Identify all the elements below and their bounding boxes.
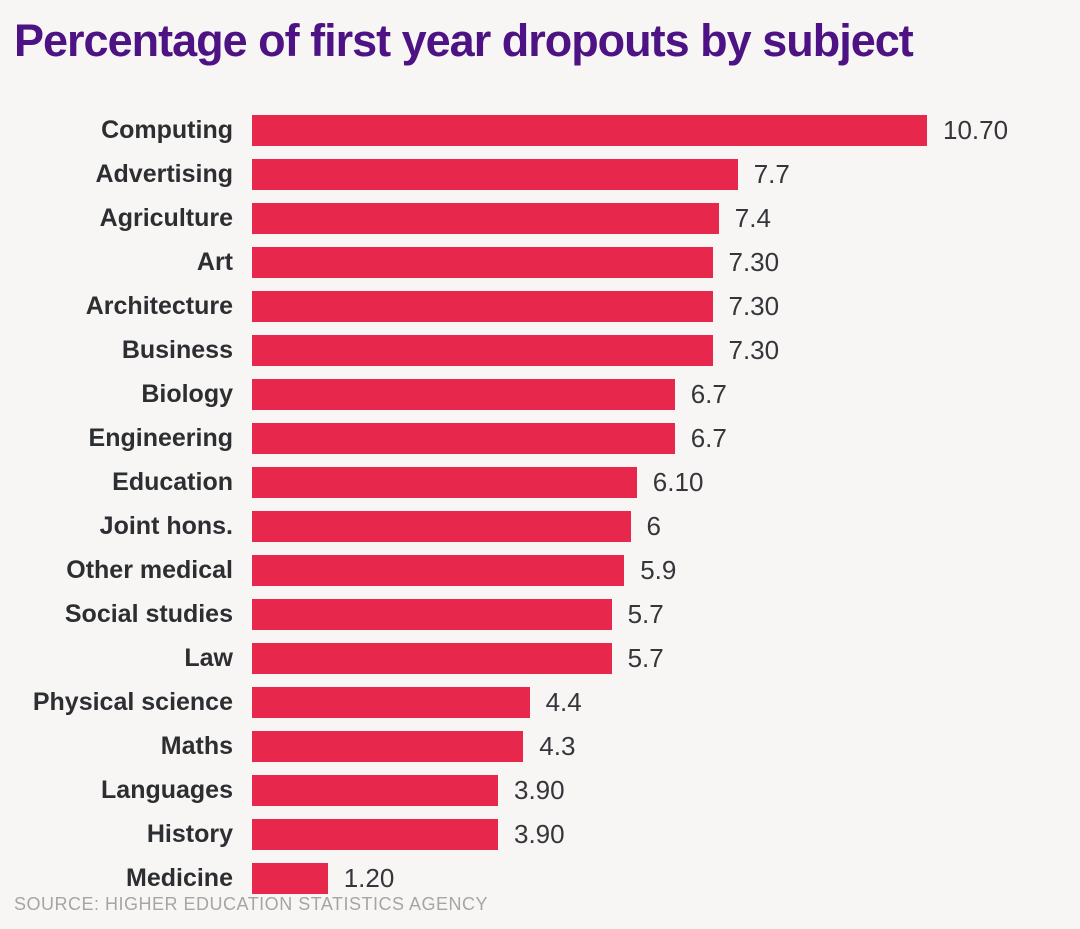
chart-row: Law 5.7 bbox=[0, 636, 1080, 680]
bar bbox=[252, 114, 927, 146]
value-label: 4.4 bbox=[545, 686, 582, 717]
bar bbox=[252, 378, 675, 410]
value-label: 7.30 bbox=[728, 246, 780, 277]
chart-row: Joint hons. 6 bbox=[0, 504, 1080, 548]
bar bbox=[252, 466, 637, 498]
value-label: 4.3 bbox=[539, 730, 576, 761]
chart-row: History 3.90 bbox=[0, 812, 1080, 856]
bar bbox=[252, 158, 738, 190]
bar bbox=[252, 686, 530, 718]
bar bbox=[252, 598, 612, 630]
chart-row: Other medical 5.9 bbox=[0, 548, 1080, 592]
category-label: Education bbox=[112, 467, 233, 496]
category-label: Joint hons. bbox=[99, 511, 233, 540]
chart-row: Engineering 6.7 bbox=[0, 416, 1080, 460]
value-label: 7.7 bbox=[753, 158, 790, 189]
chart-row: Advertising 7.7 bbox=[0, 152, 1080, 196]
category-label: Engineering bbox=[88, 423, 233, 452]
bar bbox=[252, 774, 498, 806]
category-label: Other medical bbox=[66, 555, 233, 584]
chart-row: Architecture 7.30 bbox=[0, 284, 1080, 328]
value-label: 6.7 bbox=[690, 422, 727, 453]
category-label: Languages bbox=[101, 775, 233, 804]
source-note: SOURCE: HIGHER EDUCATION STATISTICS AGEN… bbox=[14, 894, 489, 914]
chart-row: Social studies 5.7 bbox=[0, 592, 1080, 636]
value-label: 1.20 bbox=[343, 862, 395, 893]
value-label: 7.4 bbox=[734, 202, 771, 233]
bar bbox=[252, 246, 713, 278]
value-label: 5.9 bbox=[640, 554, 677, 585]
bar bbox=[252, 818, 498, 850]
chart-row: Computing 10.70 bbox=[0, 108, 1080, 152]
chart-rows: Computing 10.70 Advertising 7.7 Agriculture 7… bbox=[0, 108, 1080, 900]
category-label: Social studies bbox=[64, 599, 233, 628]
category-label: Maths bbox=[160, 731, 233, 760]
chart-row: Art 7.30 bbox=[0, 240, 1080, 284]
bar-chart: Computing 10.70 Advertising 7.7 Agriculture 7… bbox=[0, 108, 1080, 900]
category-label: Advertising bbox=[95, 159, 233, 188]
value-label: 6.7 bbox=[690, 378, 727, 409]
value-label: 7.30 bbox=[728, 334, 780, 365]
bar bbox=[252, 510, 631, 542]
category-label: Architecture bbox=[85, 291, 233, 320]
category-label: Physical science bbox=[32, 687, 233, 716]
bar bbox=[252, 290, 713, 322]
category-label: Law bbox=[184, 643, 233, 672]
value-label: 5.7 bbox=[627, 598, 664, 629]
chart-row: Maths 4.3 bbox=[0, 724, 1080, 768]
value-label: 5.7 bbox=[627, 642, 664, 673]
category-label: Agriculture bbox=[99, 203, 233, 232]
category-label: Biology bbox=[141, 379, 233, 408]
bar bbox=[252, 202, 719, 234]
value-label: 6.10 bbox=[652, 466, 704, 497]
chart-row: Physical science 4.4 bbox=[0, 680, 1080, 724]
category-label: Medicine bbox=[126, 863, 233, 892]
value-label: 10.70 bbox=[943, 114, 1009, 145]
chart-row: Biology 6.7 bbox=[0, 372, 1080, 416]
chart-row: Medicine 1.20 bbox=[0, 856, 1080, 900]
bar bbox=[252, 334, 713, 366]
chart-row: Education 6.10 bbox=[0, 460, 1080, 504]
bar bbox=[252, 730, 524, 762]
chart-row: Languages 3.90 bbox=[0, 768, 1080, 812]
value-label: 6 bbox=[646, 510, 661, 541]
bar bbox=[252, 642, 612, 674]
value-label: 3.90 bbox=[514, 774, 565, 805]
category-label: History bbox=[146, 819, 233, 848]
chart-title: Percentage of first year dropouts by sub… bbox=[14, 15, 914, 66]
chart-row: Agriculture 7.4 bbox=[0, 196, 1080, 240]
bar bbox=[252, 554, 625, 586]
value-label: 7.30 bbox=[728, 290, 780, 321]
chart-row: Business 7.30 bbox=[0, 328, 1080, 372]
category-label: Business bbox=[121, 335, 233, 364]
value-label: 3.90 bbox=[514, 818, 565, 849]
category-label: Computing bbox=[101, 115, 233, 144]
bar bbox=[252, 422, 675, 454]
bar bbox=[252, 862, 328, 894]
category-label: Art bbox=[196, 247, 233, 276]
